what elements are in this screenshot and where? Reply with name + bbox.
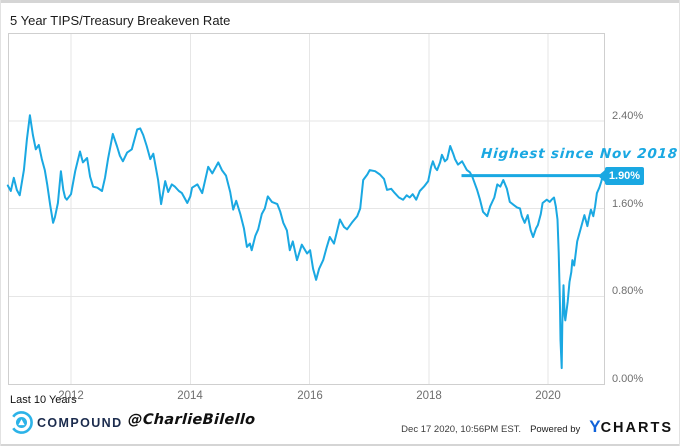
attribution-row: Dec 17 2020, 10:56PM EST. Powered by YCH… (401, 417, 673, 437)
current-value-tag: 1.90% (598, 167, 644, 185)
frame-border-bottom (0, 444, 680, 446)
compound-logo-icon (12, 411, 33, 434)
x-axis-tick-label: 2016 (297, 390, 323, 402)
timestamp: Dec 17 2020, 10:56PM EST. (401, 424, 522, 435)
y-axis-tick-label: 1.60% (612, 198, 644, 210)
annotation-text: Highest since Nov 2018 (480, 146, 679, 162)
y-axis-tick-label: 0.80% (612, 285, 644, 297)
compound-wordmark: COMPOUND (37, 416, 123, 430)
ycharts-y-glyph: Y (589, 417, 601, 436)
x-axis-tick-label: 2014 (177, 390, 203, 402)
date-range-label: Last 10 Years (10, 394, 77, 406)
powered-by-label: Powered by (530, 424, 581, 435)
x-axis-tick-label: 2018 (416, 390, 442, 402)
frame-border-left (0, 0, 1, 446)
series-line (6, 114, 604, 370)
x-axis-tick-label: 2012 (58, 390, 84, 402)
x-axis-tick-label: 2020 (535, 390, 561, 402)
breakeven-rate-line-chart (6, 33, 605, 385)
y-axis-tick-label: 0.00% (612, 373, 644, 385)
plot-border (8, 33, 605, 385)
chart-title: 5 Year TIPS/Treasury Breakeven Rate (10, 13, 231, 28)
ycharts-logo: YCHARTS (589, 417, 673, 436)
twitter-handle: @CharlieBilello (127, 412, 256, 428)
frame-border-top (0, 0, 680, 3)
y-axis-tick-label: 2.40% (612, 110, 644, 122)
